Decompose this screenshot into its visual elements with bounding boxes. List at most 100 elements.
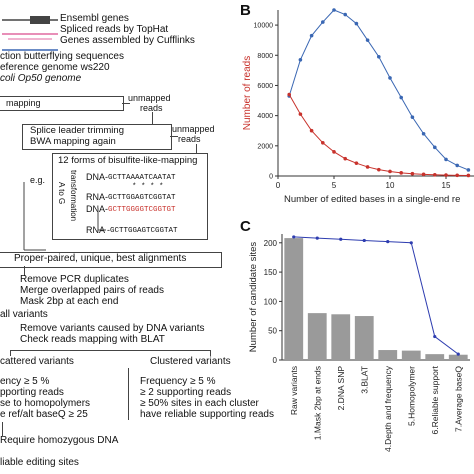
x-axis-label: Number of edited bases in a single-end r…: [284, 194, 460, 205]
dna1-label: DNA-: [86, 172, 108, 182]
data-point: [455, 173, 459, 178]
y-tick-label: 4000: [257, 113, 273, 120]
x-tick-label: 7.Average baseQ: [453, 366, 463, 432]
data-point: [433, 145, 437, 150]
rna1-seq: GCTTGGAGTCGGTAT: [108, 194, 176, 202]
y-tick-label: 50: [268, 327, 277, 336]
x-tick-label: 4.Depth and frequency: [383, 365, 393, 452]
extraction-line-2: eference genome ws220: [0, 62, 110, 73]
line-point: [456, 352, 460, 356]
data-point: [332, 150, 336, 154]
left-bracket: [23, 182, 46, 251]
clustered-label: Clustered variants: [150, 356, 231, 367]
proper-box: [0, 252, 222, 268]
data-point: [354, 161, 359, 165]
x-tick-label: 0: [276, 181, 281, 190]
mapping-arrows: [97, 208, 106, 231]
unmapped-label-1: unmapped: [128, 93, 171, 103]
dna2-seq: GCTTGGGGTCGGTGT: [108, 206, 176, 214]
data-point: [365, 38, 370, 42]
ensembl-exon: [30, 16, 50, 24]
mapping-label: mapping: [6, 98, 41, 108]
data-point: [410, 171, 415, 176]
legend-cufflinks: Genes assembled by Cufflinks: [60, 35, 195, 46]
bisulfite-title: 12 forms of bisulfite-like-mapping: [58, 155, 198, 166]
y-tick-label: 6000: [257, 83, 273, 90]
line-point: [362, 238, 366, 243]
x-tick-label: 15: [442, 181, 451, 190]
bar: [331, 314, 351, 360]
y-axis-label: Number of candidate sites: [248, 242, 259, 353]
bar: [354, 316, 374, 360]
data-point: [321, 141, 325, 145]
data-point: [298, 58, 303, 62]
bar: [448, 354, 468, 360]
atog-label: A to G: [57, 182, 66, 205]
data-point: [377, 54, 381, 59]
bar: [284, 238, 304, 360]
dna2-label: DNA-: [86, 204, 108, 214]
splice-label: Splice leader trimming: [30, 125, 124, 136]
eg-label: e.g.: [30, 175, 46, 185]
y-tick-label: 100: [264, 297, 278, 306]
data-point: [388, 169, 392, 174]
bar: [401, 350, 421, 360]
cl-reads: ≥ 2 supporting reads: [140, 387, 232, 398]
data-point: [433, 172, 437, 177]
cl-reliable: have reliable supporting reads: [140, 409, 274, 420]
data-point: [466, 168, 471, 172]
line-point: [433, 334, 437, 339]
homozygous-label: Require homozygous DNA: [0, 435, 119, 446]
y-tick-label: 0: [273, 356, 278, 365]
x-tick-label: 6.Reliable support: [430, 365, 440, 434]
legend-ensembl: Ensembl genes: [60, 13, 129, 24]
data-point: [421, 131, 426, 136]
data-point: [321, 20, 325, 24]
x-tick-label: 5: [332, 181, 337, 190]
sc-base: e ref/alt baseQ ≥ 25: [0, 409, 88, 420]
y-tick-label: 150: [264, 268, 278, 277]
sc-homo: se to homopolymers: [0, 398, 91, 409]
x-tick-label: 3.BLAT: [359, 366, 369, 394]
sc-support: pporting reads: [0, 387, 64, 398]
data-point: [309, 33, 314, 38]
mask-label: Mask 2bp at each end: [20, 296, 119, 307]
panel-b-chart: 0 2000 4000 6000 8000 10000 0 5 10 15 Number of ed…: [242, 8, 474, 205]
x-tick-label: 1.Mask 2bp at ends: [312, 366, 322, 440]
data-point: [388, 76, 392, 80]
legend-tophat: Spliced reads by TopHat: [60, 24, 169, 35]
panel-c-letter: C: [240, 218, 251, 235]
y-tick-label: 200: [264, 239, 278, 248]
data-point: [399, 95, 403, 100]
marks-row: * * * *: [132, 183, 164, 191]
proper-label: Proper-paired, unique, best alignments: [14, 253, 187, 264]
line-point: [386, 240, 390, 244]
gene-tracks: [2, 16, 58, 51]
merge-label: Merge overlapped pairs of reads: [20, 285, 164, 296]
blat-check-label: Check reads mapping with BLAT: [20, 334, 165, 345]
bar: [307, 313, 327, 360]
panel-c-chart: 0 50 100 150 200 Number of candidate sites Raw…: [248, 234, 470, 452]
data-point: [444, 157, 448, 162]
all-variants-label: all variants: [0, 309, 48, 320]
bwa-label: BWA mapping again: [30, 136, 116, 147]
data-point: [466, 173, 471, 178]
series-line: [288, 94, 469, 176]
bar: [378, 350, 398, 360]
rna2-seq: GCTTGGAGTCGGTAT: [110, 227, 178, 235]
data-point: [343, 156, 347, 161]
y-axis-label: Number of reads: [242, 56, 253, 130]
data-point: [309, 128, 314, 133]
data-point: [332, 8, 336, 12]
line-point: [315, 236, 319, 240]
sc-freq: ency ≥ 5 %: [0, 376, 50, 387]
rna1-label: RNA-: [86, 192, 108, 202]
data-point: [455, 163, 459, 168]
reads-label-1: reads: [140, 103, 163, 113]
y-tick-label: 8000: [257, 53, 273, 60]
bar: [425, 354, 445, 360]
bisulfite-box: [52, 153, 208, 240]
data-point: [410, 115, 415, 119]
x-tick-label: Raw variants: [289, 366, 299, 415]
data-point: [399, 171, 403, 175]
